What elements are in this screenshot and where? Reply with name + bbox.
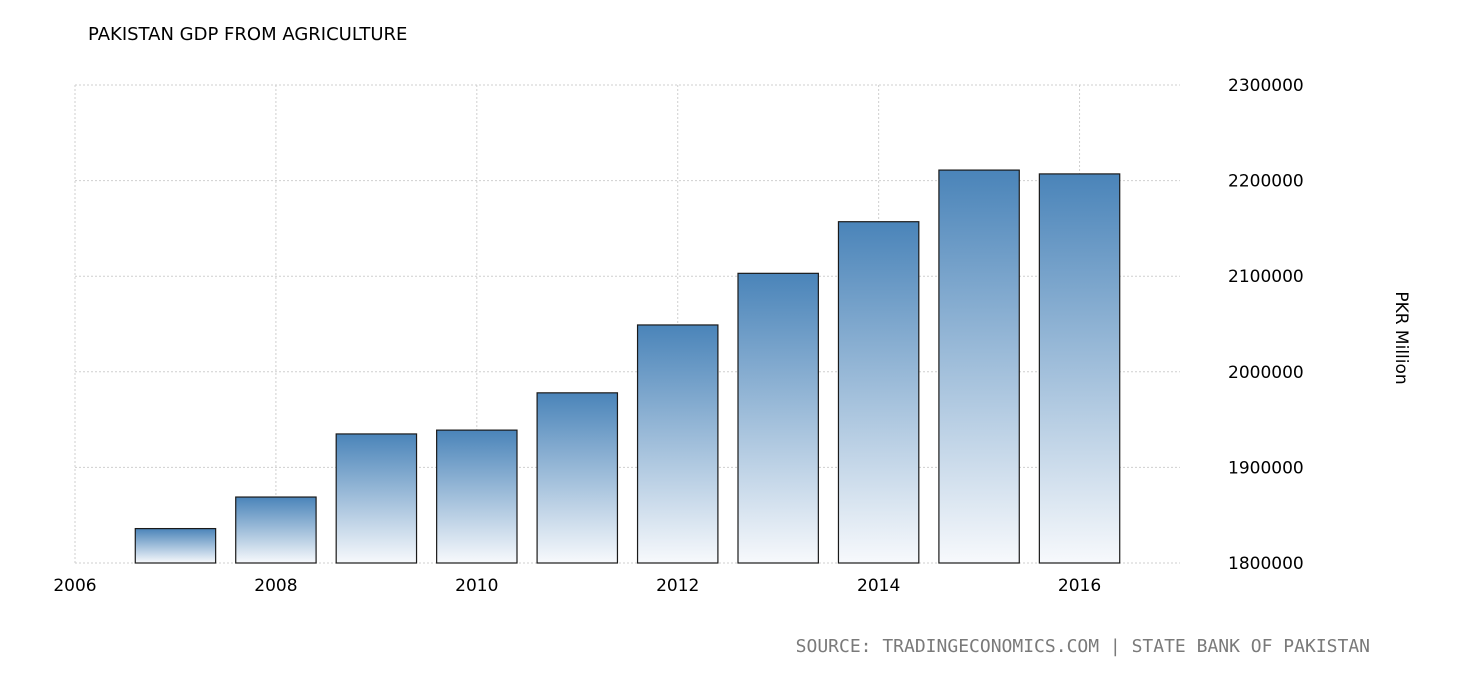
x-axis-ticks: 2006 2008 2010 2012 2014 2016	[53, 576, 1101, 596]
bar-2009	[335, 433, 418, 564]
x-tick-label: 2010	[455, 576, 498, 596]
y-tick-label: 2200000	[1228, 172, 1304, 192]
x-tick-label: 2006	[53, 576, 96, 596]
bar-2008	[235, 496, 317, 564]
x-tick-label: 2016	[1058, 576, 1101, 596]
y-axis-label: PKR Million	[1391, 291, 1411, 384]
x-tick-label: 2012	[656, 576, 699, 596]
bar-2012	[636, 324, 719, 564]
bar-2007	[134, 527, 217, 564]
bar-2011	[536, 392, 619, 564]
y-tick-label: 2100000	[1228, 267, 1304, 287]
bars	[134, 169, 1121, 564]
bar-2010	[436, 429, 518, 564]
bar-2013	[737, 272, 819, 564]
y-axis-ticks: 1800000 1900000 2000000 2100000 2200000 23000…	[1228, 76, 1304, 574]
bar-2014	[837, 221, 920, 564]
bar-2016	[1038, 173, 1121, 564]
y-tick-label: 1900000	[1228, 458, 1304, 478]
x-tick-label: 2014	[857, 576, 900, 596]
y-tick-label: 1800000	[1228, 554, 1304, 574]
y-tick-label: 2000000	[1228, 363, 1304, 383]
x-tick-label: 2008	[254, 576, 297, 596]
source-credit: SOURCE: TRADINGECONOMICS.COM | STATE BAN…	[796, 636, 1370, 657]
y-tick-label: 2300000	[1228, 76, 1304, 96]
bar-2015	[938, 169, 1020, 564]
chart-title: PAKISTAN GDP FROM AGRICULTURE	[88, 24, 407, 45]
